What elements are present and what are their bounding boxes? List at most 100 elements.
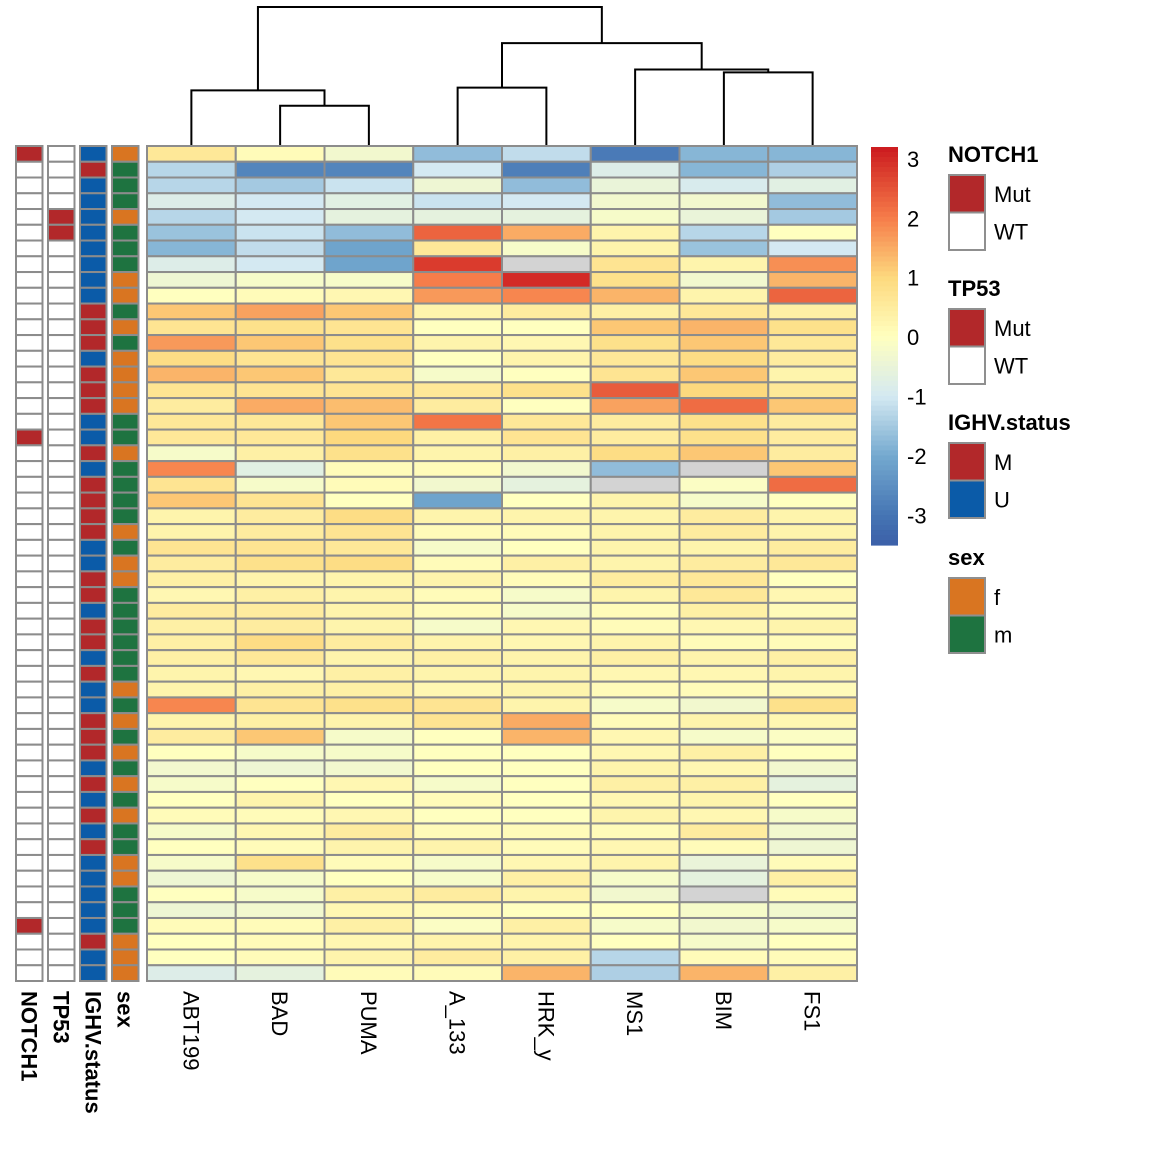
colorbar-segment: [871, 206, 898, 213]
heatmap-cell: [678, 239, 770, 258]
heatmap-cell: [678, 680, 770, 699]
colorbar-segment: [871, 236, 898, 243]
annotation-label: IGHV.status: [80, 991, 105, 1114]
heatmap-cell: [678, 869, 770, 888]
colorbar-segment: [871, 400, 898, 407]
legend-swatch: [948, 308, 986, 348]
annotation-cell-ighv-status: [79, 822, 108, 841]
heatmap-cell: [412, 664, 503, 683]
annotation-cell-ighv-status: [79, 239, 108, 258]
heatmap-cell: [767, 491, 858, 510]
annotation-cell-tp53: [47, 649, 76, 667]
annotation-cell-notch1: [15, 475, 44, 494]
heatmap-cell: [146, 412, 237, 431]
annotation-cell-tp53: [47, 869, 76, 888]
heatmap-cell: [234, 255, 326, 274]
heatmap-cell: [501, 948, 592, 967]
heatmap-cell: [767, 554, 858, 573]
heatmap-cell: [146, 901, 237, 919]
annotation-cell-sex: [111, 586, 140, 604]
annotation-cell-sex: [111, 286, 140, 305]
annotation-cell-sex: [111, 271, 140, 289]
heatmap-cell: [501, 475, 592, 494]
colorbar-segment: [871, 475, 898, 481]
heatmap-cell: [589, 680, 681, 699]
annotation-cell-notch1: [15, 554, 44, 573]
heatmap-cell: [146, 192, 237, 211]
heatmap-cell: [412, 475, 503, 494]
annotation-cell-ighv-status: [79, 601, 108, 620]
annotation-cell-ighv-status: [79, 176, 108, 195]
heatmap-cell: [234, 869, 326, 888]
heatmap-cell: [323, 712, 415, 730]
annotation-cell-notch1: [15, 869, 44, 888]
heatmap-cell: [323, 838, 415, 856]
heatmap-cell: [501, 318, 592, 337]
heatmap-cell: [501, 696, 592, 715]
heatmap-cell: [146, 649, 237, 667]
heatmap-cell: [412, 806, 503, 825]
colorbar-segment: [871, 306, 898, 312]
heatmap-cell: [234, 192, 326, 211]
heatmap-cell: [767, 412, 858, 431]
annotation-cell-tp53: [47, 586, 76, 604]
colorbar-segment: [871, 336, 898, 342]
column-label: MS1: [622, 991, 647, 1036]
annotation-cell-ighv-status: [79, 759, 108, 778]
heatmap-cell: [234, 160, 326, 179]
annotation-cell-notch1: [15, 790, 44, 809]
colorbar-segment: [871, 510, 898, 516]
heatmap-cell: [234, 302, 326, 321]
heatmap-cell: [767, 838, 858, 856]
heatmap-cell: [234, 759, 326, 778]
annotation-cell-notch1: [15, 318, 44, 337]
heatmap-cell: [234, 397, 326, 415]
heatmap-cell: [767, 853, 858, 872]
heatmap-cell: [323, 318, 415, 337]
annotation-cell-sex: [111, 806, 140, 825]
heatmap-cell: [412, 349, 503, 368]
heatmap-cell: [501, 649, 592, 667]
heatmap-cell: [323, 271, 415, 289]
heatmap-cell: [501, 712, 592, 730]
annotation-cell-notch1: [15, 759, 44, 778]
heatmap-cell: [767, 586, 858, 604]
heatmap-cell: [146, 948, 237, 967]
heatmap-cell: [234, 853, 326, 872]
heatmap-cell: [767, 349, 858, 368]
heatmap-cell: [678, 208, 770, 226]
colorbar-segment: [871, 525, 898, 531]
annotation-cell-sex: [111, 538, 140, 557]
annotation-cell-ighv-status: [79, 523, 108, 541]
colorbar-segment: [871, 251, 898, 258]
annotation-cell-notch1: [15, 948, 44, 967]
annotation-cell-sex: [111, 885, 140, 904]
annotation-cell-sex: [111, 932, 140, 951]
heatmap-cell: [501, 727, 592, 746]
colorbar-tick-label: 3: [907, 147, 919, 172]
colorbar-segment: [871, 405, 898, 412]
heatmap-cell: [234, 790, 326, 809]
heatmap-cell: [678, 444, 770, 463]
heatmap-cell: [678, 271, 770, 289]
colorbar-tick-label: 1: [907, 266, 919, 291]
heatmap-cell: [146, 869, 237, 888]
colorbar-segment: [871, 221, 898, 228]
heatmap-cell: [767, 192, 858, 211]
heatmap-cell: [412, 302, 503, 321]
colorbar-segment: [871, 201, 898, 208]
annotation-cell-notch1: [15, 302, 44, 321]
heatmap-cell: [589, 145, 681, 163]
annotation-cell-tp53: [47, 838, 76, 856]
colorbar-segment: [871, 495, 898, 501]
annotation-cell-sex: [111, 523, 140, 541]
heatmap-cell: [412, 160, 503, 179]
heatmap-cell: [412, 318, 503, 337]
heatmap-cell: [234, 727, 326, 746]
heatmap-cell: [501, 601, 592, 620]
colorbar-segment: [871, 261, 898, 267]
heatmap-cell: [501, 916, 592, 935]
heatmap-cell: [146, 775, 237, 793]
heatmap-cell: [767, 145, 858, 163]
annotation-cell-tp53: [47, 523, 76, 541]
